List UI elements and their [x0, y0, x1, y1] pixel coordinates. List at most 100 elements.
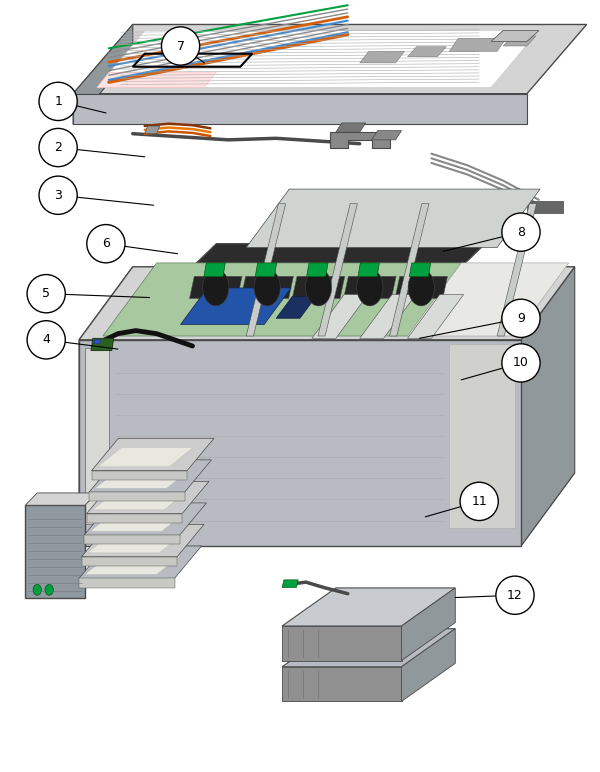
Polygon shape — [204, 263, 226, 277]
Polygon shape — [79, 546, 202, 578]
Polygon shape — [344, 276, 396, 299]
Polygon shape — [246, 204, 286, 336]
Text: 11: 11 — [471, 495, 487, 508]
Polygon shape — [92, 471, 187, 480]
Polygon shape — [79, 340, 521, 546]
Polygon shape — [82, 557, 177, 566]
Ellipse shape — [408, 269, 434, 306]
Polygon shape — [255, 263, 277, 277]
Polygon shape — [98, 448, 193, 467]
Polygon shape — [95, 469, 191, 489]
Polygon shape — [282, 580, 298, 587]
Polygon shape — [25, 493, 97, 505]
Polygon shape — [86, 513, 182, 523]
Polygon shape — [246, 189, 540, 248]
Polygon shape — [97, 31, 539, 87]
Polygon shape — [85, 347, 109, 524]
Polygon shape — [407, 47, 446, 57]
Text: 7: 7 — [176, 39, 185, 52]
Ellipse shape — [460, 482, 498, 520]
Polygon shape — [527, 201, 563, 213]
Text: 12: 12 — [507, 589, 523, 601]
Ellipse shape — [203, 269, 229, 306]
Polygon shape — [97, 72, 217, 87]
Polygon shape — [401, 628, 455, 702]
Text: 1: 1 — [54, 95, 62, 108]
Polygon shape — [389, 204, 429, 336]
Polygon shape — [409, 263, 431, 277]
Polygon shape — [145, 126, 160, 134]
Polygon shape — [407, 294, 464, 338]
Polygon shape — [84, 503, 206, 535]
Polygon shape — [73, 25, 587, 93]
Ellipse shape — [27, 320, 65, 359]
Polygon shape — [190, 276, 242, 299]
Polygon shape — [371, 130, 401, 140]
Polygon shape — [491, 31, 539, 42]
Text: 10: 10 — [513, 357, 529, 370]
Ellipse shape — [27, 275, 65, 313]
Text: 6: 6 — [102, 237, 110, 250]
Polygon shape — [82, 524, 204, 557]
Ellipse shape — [161, 27, 200, 65]
Ellipse shape — [39, 176, 77, 215]
Polygon shape — [181, 288, 291, 324]
Polygon shape — [282, 667, 401, 702]
Polygon shape — [521, 267, 575, 546]
Ellipse shape — [254, 269, 280, 306]
Ellipse shape — [39, 83, 77, 120]
Polygon shape — [103, 263, 461, 336]
Polygon shape — [503, 36, 536, 46]
Polygon shape — [88, 533, 183, 553]
Polygon shape — [79, 267, 575, 340]
Polygon shape — [276, 296, 316, 318]
Polygon shape — [497, 204, 536, 336]
Polygon shape — [86, 482, 209, 513]
Circle shape — [45, 584, 53, 595]
Polygon shape — [73, 25, 133, 124]
Ellipse shape — [502, 213, 540, 252]
Polygon shape — [241, 276, 293, 299]
Polygon shape — [79, 578, 175, 587]
Polygon shape — [312, 294, 368, 338]
Ellipse shape — [87, 225, 125, 262]
Polygon shape — [94, 340, 101, 344]
Ellipse shape — [502, 344, 540, 382]
Text: 8: 8 — [517, 225, 525, 239]
Polygon shape — [79, 473, 575, 546]
Polygon shape — [25, 505, 85, 598]
Ellipse shape — [39, 128, 77, 167]
Polygon shape — [407, 263, 569, 336]
Ellipse shape — [305, 269, 332, 306]
Ellipse shape — [496, 576, 534, 615]
Polygon shape — [85, 555, 181, 574]
Polygon shape — [282, 628, 455, 667]
Polygon shape — [79, 267, 133, 546]
Polygon shape — [91, 338, 113, 350]
Polygon shape — [73, 93, 527, 124]
Polygon shape — [449, 344, 515, 528]
Polygon shape — [181, 244, 485, 279]
Polygon shape — [330, 132, 389, 147]
Polygon shape — [449, 39, 506, 52]
Polygon shape — [401, 588, 455, 661]
Polygon shape — [89, 493, 185, 501]
Polygon shape — [181, 279, 449, 301]
Circle shape — [33, 584, 41, 595]
Text: 2: 2 — [54, 141, 62, 154]
Polygon shape — [282, 588, 455, 626]
Polygon shape — [84, 535, 179, 544]
Polygon shape — [360, 52, 404, 63]
Polygon shape — [307, 263, 328, 277]
Ellipse shape — [357, 269, 383, 306]
Polygon shape — [282, 626, 401, 661]
Polygon shape — [395, 276, 448, 299]
Polygon shape — [89, 460, 211, 493]
Polygon shape — [92, 438, 214, 471]
Polygon shape — [336, 123, 365, 132]
Polygon shape — [360, 294, 416, 338]
Polygon shape — [318, 204, 358, 336]
Text: 5: 5 — [42, 287, 50, 300]
Polygon shape — [358, 263, 379, 277]
Text: 3: 3 — [54, 188, 62, 201]
